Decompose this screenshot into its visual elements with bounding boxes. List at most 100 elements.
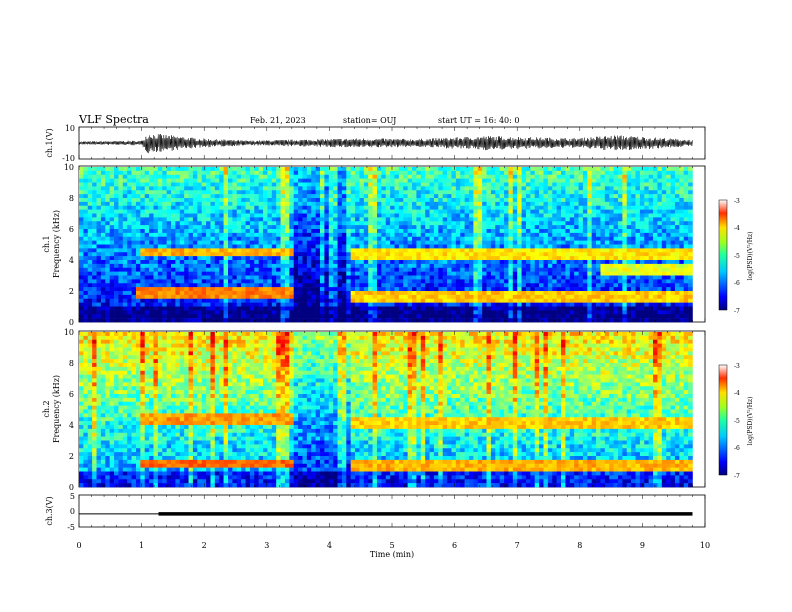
ch1-spectrogram-cell xyxy=(109,314,115,319)
ch1-spectrogram-cell xyxy=(311,298,316,303)
ch1-spectrogram-cell xyxy=(447,198,452,203)
ch1-spectrogram-cell xyxy=(179,205,185,210)
ch1-spectrogram-cell xyxy=(363,298,369,303)
ch1-spectrogram-cell xyxy=(512,205,518,210)
ch1-spectrogram-cell xyxy=(486,256,492,261)
ch1-spectrogram-cell xyxy=(460,190,465,195)
ch1-spectrogram-cell xyxy=(381,310,387,315)
ch1-spectrogram-cell xyxy=(284,217,290,222)
ch1-spectrogram-cell xyxy=(368,236,373,241)
ch1-spectrogram-cell xyxy=(188,217,194,222)
ch1-spectrogram-cell xyxy=(96,182,102,187)
ch1-spectrogram-cell xyxy=(372,298,378,303)
ch1-spectrogram-cell xyxy=(534,201,540,207)
ch1-spectrogram-cell xyxy=(539,302,544,307)
ch1-spectrogram-cell xyxy=(604,194,610,199)
ch1-spectrogram-cell xyxy=(574,194,579,199)
ch1-spectrogram-cell xyxy=(241,318,246,323)
ch1-spectrogram-cell xyxy=(525,178,531,183)
ch1-spectrogram-cell xyxy=(539,201,544,207)
ch1-spectrogram-cell xyxy=(403,205,408,210)
ch1-spectrogram-cell xyxy=(245,271,251,276)
ch1-spectrogram-cell xyxy=(460,209,465,214)
ch1-spectrogram-cell xyxy=(363,205,369,210)
ch1-spectrogram-cell xyxy=(569,263,575,269)
ch1-spectrogram-cell xyxy=(569,298,575,303)
ch1-spectrogram-cell xyxy=(254,252,259,257)
ch1-spectrogram-cell xyxy=(473,294,479,300)
ch1-spectrogram-cell xyxy=(455,244,461,249)
ch1-spectrogram-cell xyxy=(214,256,220,261)
ch1-spectrogram-cell xyxy=(517,298,522,303)
ch1-spectrogram-cell xyxy=(521,267,527,272)
ch1-spectrogram-cell xyxy=(556,232,562,238)
ch1-spectrogram-cell xyxy=(385,302,391,307)
ch1-spectrogram-cell xyxy=(464,198,470,203)
ch1-spectrogram-cell xyxy=(473,260,479,265)
ch1-spectrogram-cell xyxy=(127,205,132,210)
ch1-spectrogram-cell xyxy=(530,194,536,199)
ch1-spectrogram-cell xyxy=(302,283,308,288)
ch1-spectrogram-cell xyxy=(263,306,268,311)
ch1-spectrogram-cell xyxy=(525,298,531,303)
ch1-spectrogram-cell xyxy=(131,190,137,195)
ch1-spectrogram-cell xyxy=(521,271,527,276)
ch1-spectrogram-cell xyxy=(451,170,457,176)
ch1-spectrogram-cell xyxy=(153,248,159,253)
ch1-spectrogram-cell xyxy=(442,294,448,300)
ch1-spectrogram-cell xyxy=(280,252,286,257)
ch1-spectrogram-cell xyxy=(394,294,400,300)
ch1-spectrogram-cell xyxy=(346,225,351,230)
ch1-spectrogram-cell xyxy=(469,263,474,269)
ch1-spectrogram-cell xyxy=(486,314,492,319)
ch1-spectrogram-cell xyxy=(289,271,295,276)
ch1-spectrogram-cell xyxy=(232,283,238,288)
ch1-spectrogram-cell xyxy=(267,256,273,261)
ch1-spectrogram-cell xyxy=(341,217,347,222)
ch1-spectrogram-cell xyxy=(114,310,119,315)
ch1-spectrogram-cell xyxy=(118,229,124,234)
ch1-spectrogram-cell xyxy=(372,287,378,292)
ch1-spectrogram-cell xyxy=(219,201,224,207)
ch1-spectrogram-cell xyxy=(460,306,465,311)
ch1-spectrogram-cell xyxy=(293,302,299,307)
ch1-spectrogram-cell xyxy=(539,229,544,234)
ch1-spectrogram-cell xyxy=(398,283,404,288)
ch1-spectrogram-cell xyxy=(495,221,500,226)
ch1-spectrogram-cell xyxy=(420,178,426,183)
ch1-spectrogram-cell xyxy=(578,229,584,234)
ch1-spectrogram-cell xyxy=(157,298,163,303)
ch1-spectrogram-cell xyxy=(433,287,439,292)
ch1-spectrogram-cell xyxy=(609,252,614,257)
ch1-spectrogram-cell xyxy=(179,174,185,179)
ch1-spectrogram-cell xyxy=(293,248,299,253)
ch1-spectrogram-cell xyxy=(214,186,220,191)
ch1-spectrogram-cell xyxy=(346,217,351,222)
ch1-spectrogram-cell xyxy=(521,229,527,234)
ch1-spectrogram-cell xyxy=(311,256,316,261)
ch1-spectrogram-cell xyxy=(333,213,338,218)
ch1-spectrogram-cell xyxy=(574,275,579,280)
ch1-spectrogram-cell xyxy=(302,232,308,238)
ch1-spectrogram-cell xyxy=(254,198,259,203)
ch1-spectrogram-cell xyxy=(311,232,316,238)
ch1-spectrogram-cell xyxy=(346,236,351,241)
ch1-spectrogram-cell xyxy=(219,244,224,249)
ch1-spectrogram-cell xyxy=(223,213,229,218)
ch1-spectrogram-cell xyxy=(596,248,601,253)
ch1-spectrogram-cell xyxy=(245,302,251,307)
ch1-spectrogram-cell xyxy=(315,248,321,253)
ch1-spectrogram-cell xyxy=(175,318,181,323)
ch1-spectrogram-cell xyxy=(320,306,325,311)
ch1-spectrogram-cell xyxy=(241,213,246,218)
ch1-spectrogram-cell xyxy=(438,306,443,311)
ch1-spectrogram-cell xyxy=(416,186,422,191)
ch1-spectrogram-cell xyxy=(587,178,592,183)
ch1-spectrogram-cell xyxy=(372,217,378,222)
ch1-spectrogram-cell xyxy=(157,229,163,234)
ch1-spectrogram-cell xyxy=(490,225,496,230)
ch1-spectrogram-cell xyxy=(486,279,492,284)
ch1-spectrogram-cell xyxy=(83,287,89,292)
ch1-spectrogram-cell xyxy=(232,205,238,210)
ch1-spectrogram-cell xyxy=(254,201,259,207)
